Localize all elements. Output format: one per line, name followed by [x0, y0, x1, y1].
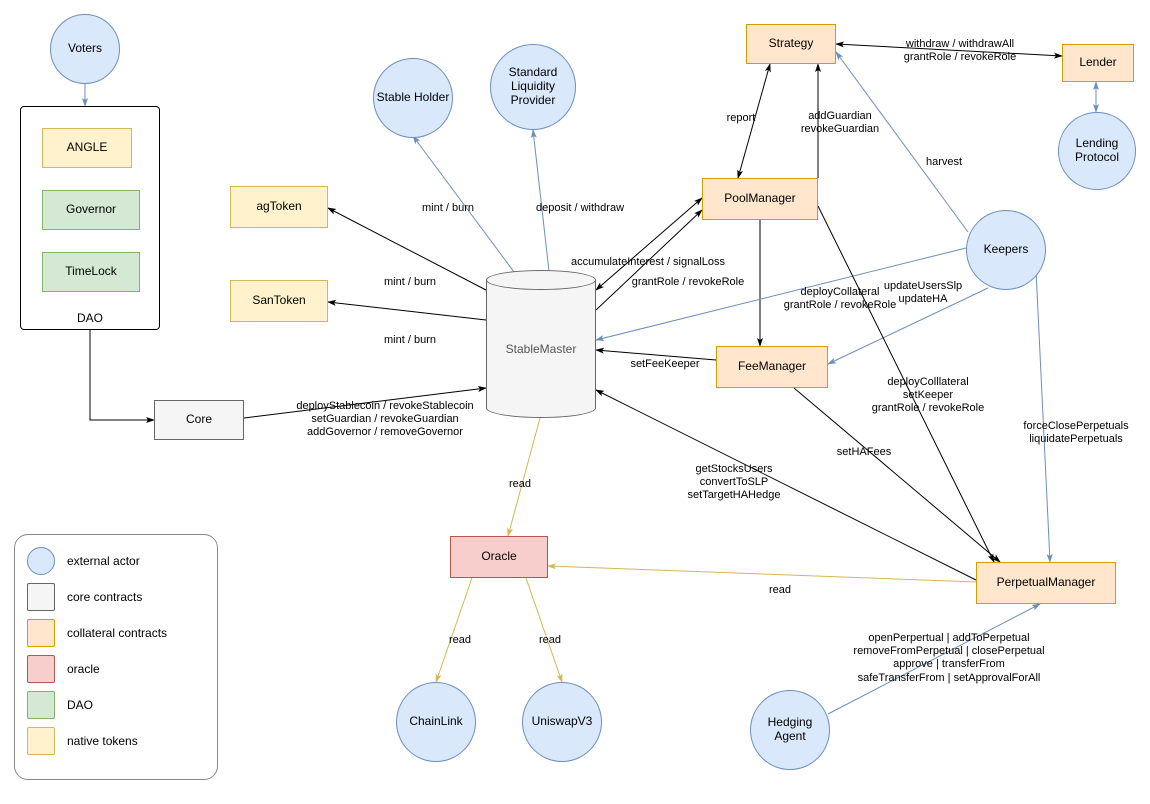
node-sanToken: SanToken — [230, 280, 328, 322]
edge-label-16: getStocksUsers convertToSLP setTargetHAH… — [664, 463, 804, 503]
edge-18 — [1036, 270, 1050, 562]
legend-label: core contracts — [67, 590, 142, 604]
edge-label-9: addGuardian revokeGuardian — [780, 110, 900, 136]
node-keepers: Keepers — [966, 210, 1046, 290]
legend-label: oracle — [67, 662, 100, 676]
edge-label-0: mint / burn — [408, 202, 488, 215]
node-lendingProtocol: Lending Protocol — [1058, 112, 1136, 190]
node-perpetualManager: PerpetualManager — [976, 562, 1116, 604]
edge-label-8: report — [716, 112, 766, 125]
node-voters: Voters — [50, 14, 120, 84]
node-lender: Lender — [1062, 44, 1134, 82]
node-poolManager: PoolManager — [702, 178, 818, 220]
legend-label: native tokens — [67, 734, 138, 748]
node-timelock: TimeLock — [42, 252, 140, 292]
legend-swatch — [27, 619, 55, 647]
node-feeManager: FeeManager — [716, 346, 828, 388]
edge-label-5: grantRole / revokeRole — [608, 276, 768, 289]
edge-label-7: setFeeKeeper — [620, 358, 710, 371]
legend-item-5: native tokens — [27, 727, 205, 755]
node-strategy: Strategy — [746, 24, 836, 64]
edge-label-11: harvest — [914, 156, 974, 169]
edge-1 — [90, 330, 154, 420]
legend-item-4: DAO — [27, 691, 205, 719]
stablemaster-label: StableMaster — [506, 342, 577, 356]
legend-label: collateral contracts — [67, 626, 167, 640]
node-chainlink: ChainLink — [396, 682, 476, 762]
edge-22 — [508, 418, 540, 536]
dao-label: DAO — [77, 311, 103, 325]
edge-label-2: mint / burn — [370, 334, 450, 347]
legend-swatch — [27, 547, 55, 575]
legend-item-0: external actor — [27, 547, 205, 575]
edge-label-10: withdraw / withdrawAll grantRole / revok… — [880, 38, 1040, 64]
node-uniswap: UniswapV3 — [522, 682, 602, 762]
node-agToken: agToken — [230, 186, 328, 228]
edge-label-13: deployColllateral setKeeper grantRole / … — [848, 376, 1008, 416]
edge-label-4: accumulateInterest / signalLoss — [548, 256, 748, 269]
legend-label: external actor — [67, 554, 140, 568]
edge-23 — [548, 566, 976, 582]
legend-swatch — [27, 727, 55, 755]
edge-label-1: mint / burn — [370, 276, 450, 289]
node-liquidityProvider: Standard Liquidity Provider — [490, 44, 576, 130]
node-hedgingAgent: Hedging Agent — [750, 690, 830, 770]
edge-15 — [836, 52, 968, 232]
edge-label-17: deployStablecoin / revokeStablecoin setG… — [270, 400, 500, 440]
legend-item-1: core contracts — [27, 583, 205, 611]
edge-label-18: read — [500, 478, 540, 491]
edge-label-20: read — [440, 634, 480, 647]
legend: external actor core contracts collateral c… — [14, 534, 218, 780]
edge-4 — [328, 302, 486, 320]
legend-swatch — [27, 691, 55, 719]
edge-label-15: setHAFees — [824, 446, 904, 459]
edge-label-21: read — [530, 634, 570, 647]
node-core: Core — [154, 400, 244, 440]
edge-24 — [436, 578, 472, 682]
node-oracle: Oracle — [450, 536, 548, 578]
legend-swatch — [27, 655, 55, 683]
node-angle: ANGLE — [42, 128, 132, 168]
stablemaster-node: StableMaster — [486, 280, 596, 418]
legend-swatch — [27, 583, 55, 611]
node-stableHolder: Stable Holder — [373, 58, 453, 138]
legend-item-3: oracle — [27, 655, 205, 683]
edge-25 — [526, 578, 562, 682]
edge-label-12: updateUsersSlp updateHA — [868, 280, 978, 306]
edge-label-19: read — [760, 584, 800, 597]
node-governor: Governor — [42, 190, 140, 230]
edge-label-22: openPerpertual | addToPerpetual removeFr… — [824, 632, 1074, 685]
legend-item-2: collateral contracts — [27, 619, 205, 647]
edge-label-14: forceClosePerpetuals liquidatePerpetuals — [996, 420, 1150, 446]
edge-label-3: deposit / withdraw — [520, 202, 640, 215]
legend-label: DAO — [67, 698, 93, 712]
